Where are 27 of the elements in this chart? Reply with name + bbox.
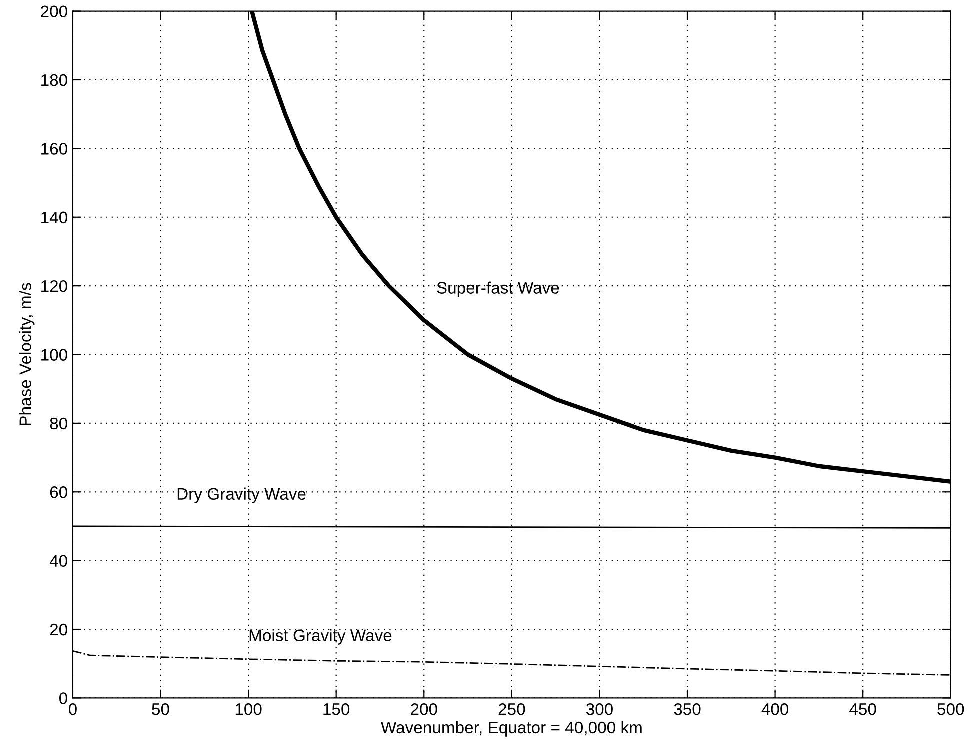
annotation: Dry Gravity Wave <box>178 488 306 504</box>
y-tick-label: 200 <box>41 6 68 18</box>
x-axis-title: Wavenumber, Equator = 40,000 km <box>380 721 642 737</box>
y-tick-label: 180 <box>42 74 68 86</box>
y-tick-label: 40 <box>50 555 68 568</box>
y-tick-label: 120 <box>42 280 68 292</box>
x-tick-label: 0 <box>68 704 77 716</box>
x-tick-label: 450 <box>850 704 876 716</box>
y-tick-label: 160 <box>42 143 68 155</box>
annotation: Moist Gravity Wave <box>250 629 392 645</box>
y-tick-label: 80 <box>50 418 68 430</box>
x-tick-label: 500 <box>938 704 964 716</box>
y-axis-title: Phase Velocity, m/s <box>19 283 35 426</box>
x-tick-label: 200 <box>411 704 438 716</box>
x-tick-label: 300 <box>586 704 613 716</box>
x-tick-label: 400 <box>762 704 789 716</box>
y-tick-label: 100 <box>42 349 68 361</box>
x-tick-label: 50 <box>152 704 170 716</box>
x-tick-label: 100 <box>236 704 262 716</box>
y-tick-label: 60 <box>50 486 68 498</box>
annotation: Super-fast Wave <box>437 282 560 298</box>
x-tick-label: 150 <box>324 704 350 716</box>
y-tick-label: 140 <box>42 212 68 224</box>
x-tick-label: 350 <box>674 704 701 716</box>
x-tick-label: 250 <box>498 704 526 716</box>
y-tick-label: 20 <box>50 624 68 636</box>
y-tick-label: 0 <box>59 692 68 704</box>
